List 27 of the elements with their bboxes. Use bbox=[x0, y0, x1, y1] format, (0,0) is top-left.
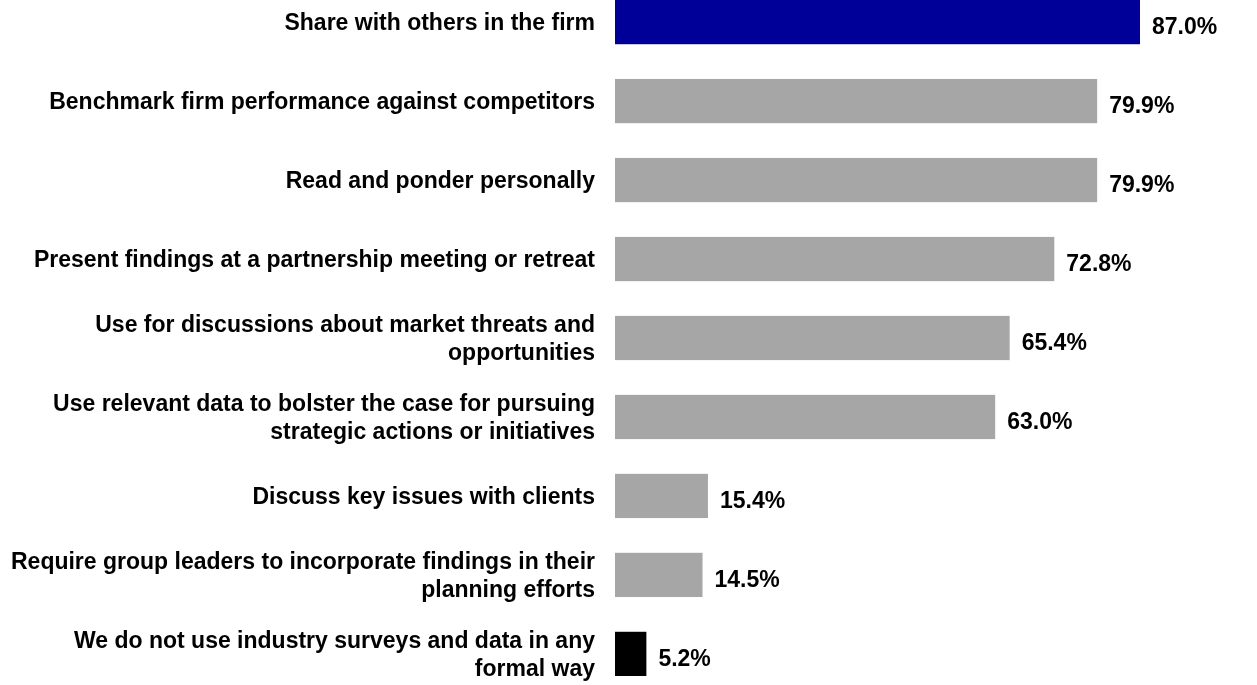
y-tick-label: We do not use industry surveys and data in any formal way bbox=[73, 626, 596, 681]
y-tick-label: Use relevant data to bolster the case for pursuing strategic actions or initiatives bbox=[53, 389, 595, 444]
y-tick-label: Require group leaders to incorporate findings in their planning efforts bbox=[10, 547, 596, 602]
bar bbox=[615, 552, 703, 598]
y-tick-label: Use for discussions about market threats and opportunities bbox=[95, 311, 595, 365]
y-tick-label: Benchmark firm performance against competitors bbox=[49, 88, 595, 115]
bar bbox=[615, 315, 1010, 361]
y-tick-label: Discuss key issues with clients bbox=[252, 482, 595, 509]
y-tick-label: Present findings at a partnership meeting or retreat bbox=[33, 246, 596, 273]
bar bbox=[615, 631, 647, 676]
data-label: 87.0% bbox=[1152, 13, 1218, 40]
y-tick-label: Share with others in the firm bbox=[284, 9, 595, 36]
data-label: 15.4% bbox=[719, 486, 786, 513]
bar bbox=[615, 0, 1140, 45]
bar bbox=[615, 473, 708, 519]
data-label: 14.5% bbox=[714, 565, 780, 592]
bar bbox=[615, 236, 1055, 282]
data-label: 63.0% bbox=[1007, 407, 1073, 434]
data-label: 72.8% bbox=[1066, 250, 1132, 277]
data-label: 79.9% bbox=[1109, 171, 1175, 198]
bar bbox=[615, 78, 1098, 124]
data-label: 65.4% bbox=[1021, 329, 1087, 355]
bar bbox=[615, 157, 1098, 203]
bar bbox=[615, 394, 996, 440]
data-label: 79.9% bbox=[1109, 92, 1175, 119]
y-tick-label: Read and ponder personally bbox=[285, 167, 596, 194]
data-label: 5.2% bbox=[658, 644, 711, 671]
